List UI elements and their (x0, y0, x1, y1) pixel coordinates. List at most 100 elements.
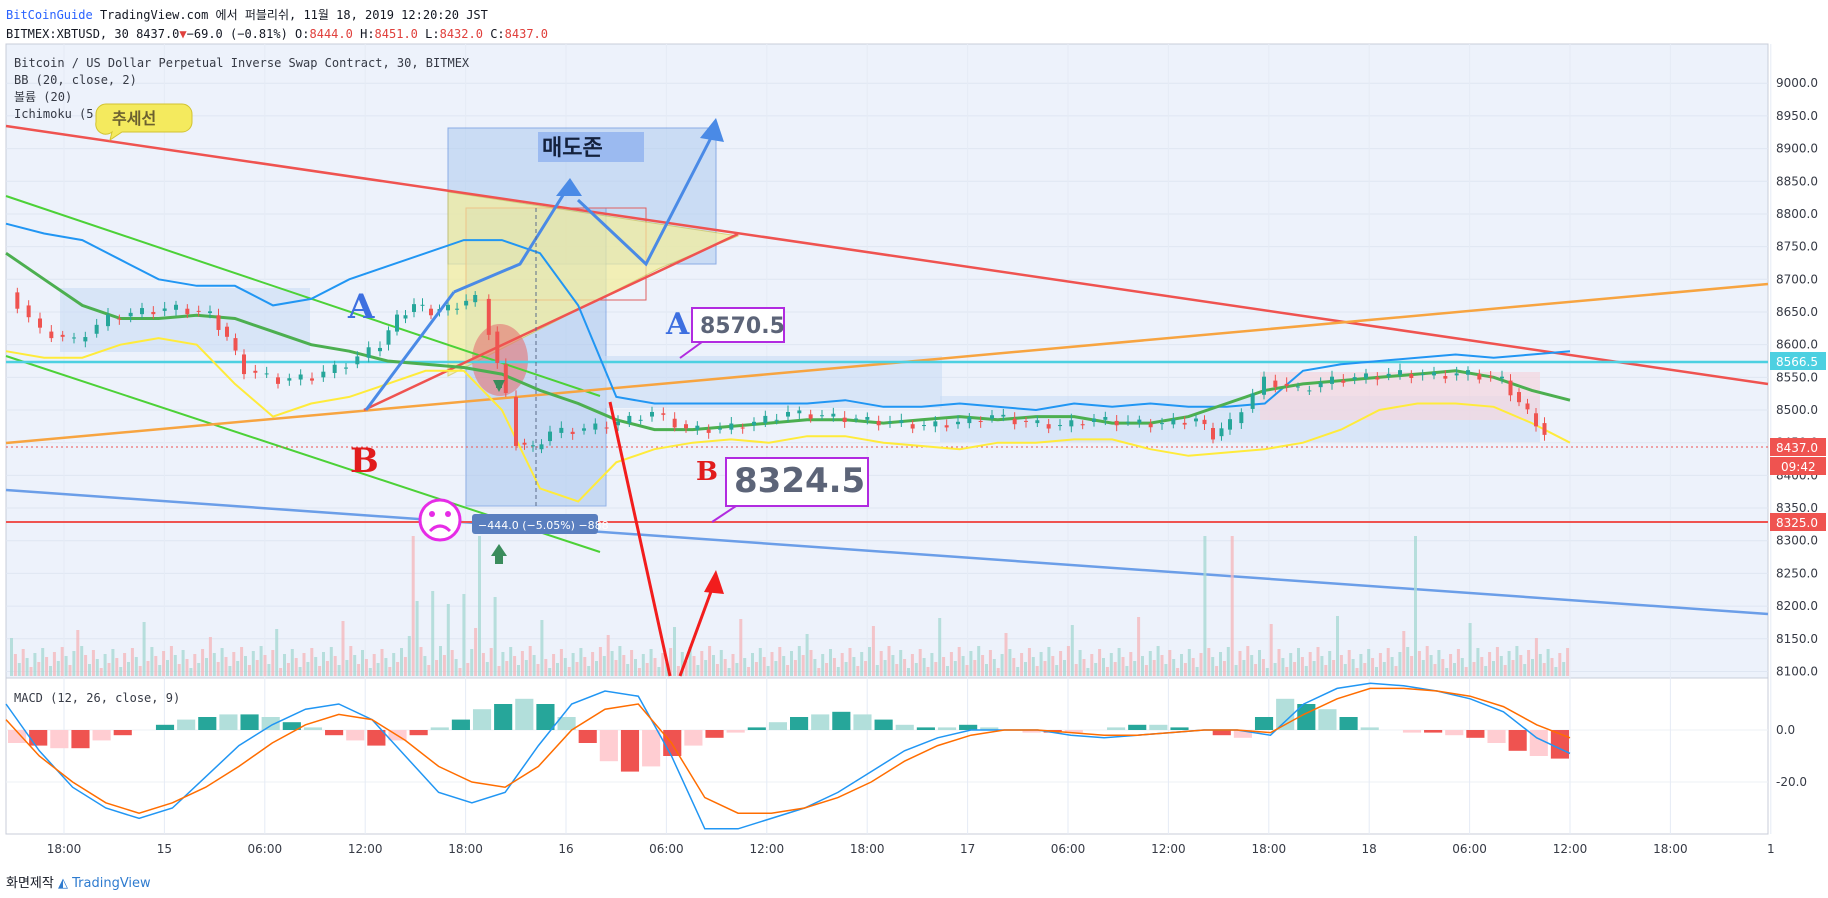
volume-bar (72, 651, 76, 676)
candle-body (854, 418, 858, 420)
blue-arrow-b (453, 183, 572, 294)
macd-histogram-bar (959, 724, 978, 730)
volume-bar (1449, 654, 1453, 676)
volume-bar (556, 663, 559, 676)
arrow-head-icon (704, 570, 724, 594)
trend-callout[interactable]: 추세선 (95, 103, 193, 142)
volume-bar (1300, 657, 1304, 676)
volume-bar (1039, 652, 1043, 676)
blue-trendline[interactable] (5, 488, 1769, 616)
price-tick-label: 8800.0 (1776, 207, 1818, 221)
volume-bar (123, 653, 127, 676)
volume-bar (536, 664, 540, 676)
volume-bar (10, 638, 13, 676)
volume-bar (532, 655, 536, 676)
callout-8324[interactable]: 8324.5 (711, 457, 869, 523)
candle-body (684, 424, 688, 429)
volume-bar (1550, 658, 1554, 676)
red-trendline-upper[interactable] (5, 124, 1769, 386)
volume-bar (805, 634, 809, 676)
ichimoku-cloud-red (1260, 372, 1540, 420)
volume-bar (212, 653, 216, 676)
volume-bar (602, 656, 606, 676)
candle-body (26, 305, 31, 318)
time-axis[interactable]: 18:00 15 06:00 12:00 18:00 16 06:00 12:00 18:00 1… (47, 842, 1775, 856)
macd-histogram-bar (895, 724, 914, 730)
volume-bar (1495, 647, 1499, 676)
callout-8570[interactable]: 8570.5 (679, 307, 785, 359)
candle-body (1239, 412, 1244, 424)
volume-bar (294, 658, 298, 676)
volume-bar (563, 658, 567, 676)
bb-lower-line (5, 337, 1571, 503)
volume-bar (384, 658, 388, 676)
candle-body (60, 334, 65, 337)
candle-body (233, 338, 238, 351)
volume-bar (953, 661, 957, 676)
candle-body (412, 304, 416, 312)
volume-bar (1258, 650, 1261, 676)
volume-bar (407, 636, 411, 676)
volume-bar (400, 648, 403, 676)
price-tick-label: 8300.0 (1776, 534, 1818, 548)
volume-bar (879, 651, 883, 676)
volume-bar (821, 654, 825, 676)
volume-bar (1433, 664, 1437, 676)
volume-bar (848, 648, 852, 676)
volume-bar (41, 648, 45, 676)
candles (15, 287, 1547, 454)
macd-axis[interactable]: -20.0 0.0 (1776, 723, 1807, 789)
volume-bar (68, 665, 72, 676)
volume-bar (271, 650, 275, 676)
volume-bar (419, 647, 423, 676)
volume-bar (645, 663, 649, 676)
volume-bar (735, 663, 739, 676)
author-link[interactable]: BitCoinGuide (6, 8, 93, 22)
time-tick-label: 17 (960, 842, 975, 856)
orange-trendline[interactable] (5, 282, 1769, 445)
macd-pane[interactable] (5, 677, 1769, 835)
macd-histogram-bar (1402, 730, 1422, 733)
macd-histogram-bar (874, 719, 893, 730)
volume-bar (665, 662, 669, 676)
volume-bar (1527, 650, 1531, 676)
volume-bar (1519, 655, 1523, 676)
red-arrow-down (608, 401, 672, 677)
cyan-price-tag (1770, 352, 1826, 370)
price-tick-label: 8250.0 (1776, 566, 1818, 580)
volume-bar (509, 647, 513, 676)
blue-arrow-a (364, 291, 456, 411)
volume-bar (134, 657, 138, 676)
macd-histogram-bar (219, 714, 238, 730)
volume-bar (1410, 656, 1414, 676)
volume-bar (949, 652, 953, 676)
sell-zone-label-bg (538, 132, 644, 162)
volume-bar (712, 655, 715, 676)
candle-body (196, 310, 201, 312)
macd-histogram-bar (198, 717, 217, 730)
candle-body (559, 427, 564, 433)
trend-lines[interactable] (5, 124, 1769, 616)
volume-bar (325, 661, 329, 676)
candle-body (1500, 376, 1504, 379)
price-axis[interactable]: 8100.08150.08200.08250.08300.08350.08400… (1776, 76, 1818, 678)
time-tick-label: 18:00 (1252, 842, 1287, 856)
callout-8324-text: 8324.5 (734, 461, 865, 501)
tradingview-logo-icon[interactable]: ◭ (57, 876, 68, 891)
volume-bar (1359, 654, 1363, 676)
red-price-tag (1770, 513, 1826, 531)
red-support-line[interactable] (363, 232, 739, 412)
volume-bar (76, 630, 80, 676)
candle-body (1171, 418, 1176, 425)
volume-bar (513, 656, 517, 676)
volume-bar (797, 646, 801, 676)
candle-body (718, 428, 722, 430)
volume-bar (1523, 664, 1527, 676)
macd-histogram-bar (1466, 730, 1485, 738)
volume-bar (1386, 648, 1390, 676)
macd-histogram-bar (937, 727, 957, 730)
volume-bar (193, 654, 197, 676)
footer-brand[interactable]: TradingView (72, 876, 151, 891)
volume-bar (598, 647, 602, 676)
